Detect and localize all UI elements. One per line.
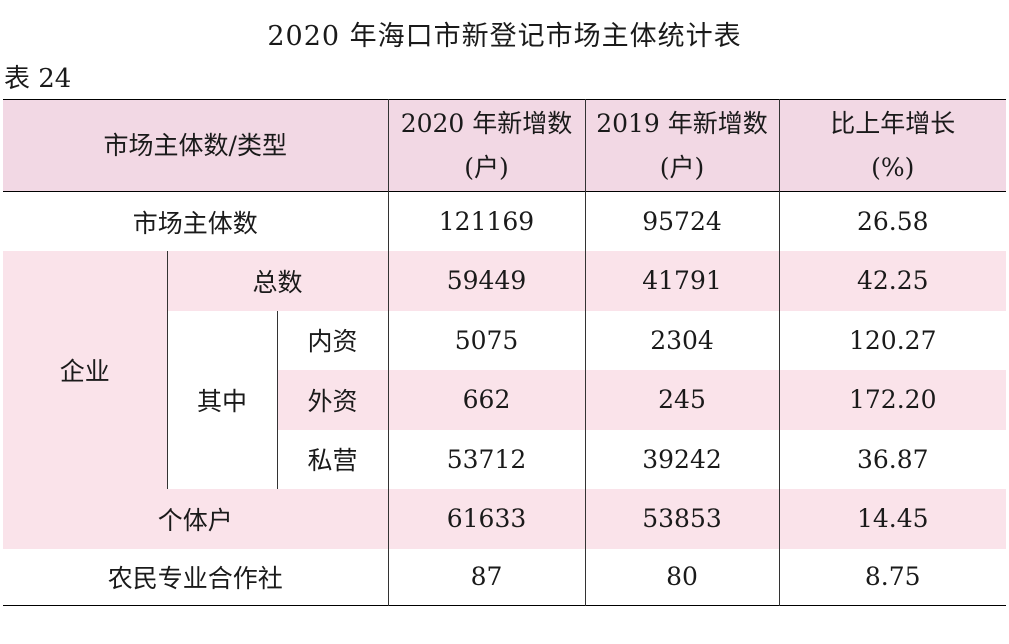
- cell-growth: 8.75: [778, 548, 1006, 606]
- cell-2020: 53712: [387, 429, 585, 489]
- cell-2020: 87: [387, 548, 585, 606]
- header-row: 市场主体数/类型 2020 年新增数 (户) 2019 年新增数 (户) 比上年…: [3, 99, 1006, 192]
- row-label-domestic: 内资: [276, 310, 388, 370]
- row-label-qizhong: 其中: [166, 310, 277, 489]
- statistics-table: 市场主体数/类型 2020 年新增数 (户) 2019 年新增数 (户) 比上年…: [3, 99, 1006, 606]
- cell-growth: 14.45: [778, 489, 1006, 549]
- cell-growth: 36.87: [778, 429, 1006, 489]
- row-label-private: 私营: [276, 429, 388, 489]
- table-row: 其中 内资 5075 2304 120.27: [3, 310, 1006, 489]
- row-label-enterprise-total: 总数: [166, 251, 388, 311]
- cell-2019: 39242: [584, 429, 779, 489]
- cell-growth: 172.20: [778, 370, 1006, 430]
- table-row: 市场主体数 121169 95724 26.58: [3, 191, 1006, 251]
- header-growth-unit: (%): [871, 152, 915, 182]
- header-2019-title: 2019 年新增数: [596, 108, 768, 138]
- cell-2020: 662: [387, 370, 585, 430]
- header-2020-title: 2020 年新增数: [400, 108, 573, 138]
- header-growth-title: 比上年增长: [830, 108, 956, 138]
- header-2019: 2019 年新增数 (户): [584, 99, 779, 192]
- cell-2019: 53853: [584, 489, 779, 549]
- header-2020: 2020 年新增数 (户): [387, 99, 585, 192]
- cell-2020: 121169: [387, 191, 585, 251]
- header-growth: 比上年增长 (%): [778, 99, 1006, 192]
- row-label-coop: 农民专业合作社: [107, 563, 283, 593]
- table-label: 表 24: [4, 64, 72, 94]
- table-row: 个体户 61633 53853 14.45: [3, 489, 1006, 549]
- cell-growth: 42.25: [778, 251, 1006, 311]
- cell-2019: 95724: [584, 191, 779, 251]
- header-type: 市场主体数/类型: [3, 99, 388, 192]
- header-2020-unit: (户): [464, 152, 509, 182]
- cell-growth: 120.27: [778, 310, 1006, 370]
- cell-growth: 26.58: [778, 191, 1006, 251]
- cell-2019: 80: [584, 548, 779, 606]
- table-row: 企业 总数 59449 41791 42.25: [3, 251, 1006, 489]
- cell-2020: 59449: [387, 251, 585, 311]
- header-2019-unit: (户): [659, 152, 705, 182]
- table-row: 农民专业合作社 87 80 8.75: [3, 548, 1006, 606]
- cell-2020: 61633: [387, 489, 585, 549]
- row-label-foreign: 外资: [276, 370, 388, 430]
- row-label-individual: 个体户: [157, 505, 233, 535]
- page-title: 2020 年海口市新登记市场主体统计表: [267, 21, 742, 52]
- cell-2019: 245: [584, 370, 779, 430]
- cell-2020: 5075: [387, 310, 585, 370]
- row-label-market-total: 市场主体数: [132, 208, 258, 238]
- cell-2019: 41791: [584, 251, 779, 311]
- row-label-enterprise: 企业: [3, 251, 167, 489]
- cell-2019: 2304: [584, 310, 779, 370]
